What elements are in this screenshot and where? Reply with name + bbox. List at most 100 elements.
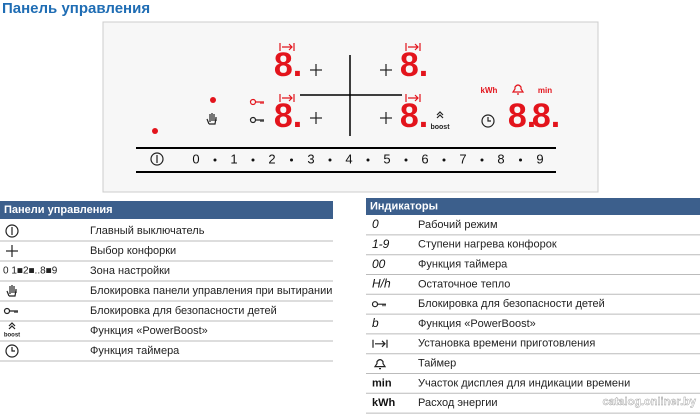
row-text: Таймер: [418, 358, 456, 370]
icon-part: [5, 224, 19, 238]
row-text: Блокировка для безопасности детей: [90, 305, 277, 317]
row-text: Участок дисплея для индикации времени: [418, 377, 630, 389]
plus-icon: [380, 64, 392, 76]
timer-icon: [279, 94, 295, 102]
scale-dot: [519, 158, 522, 162]
indicator-led: [152, 128, 158, 134]
caret-icon: [8, 322, 16, 330]
clock-icon: [5, 344, 19, 358]
scale-dot: [366, 158, 370, 162]
icon-part: [487, 117, 491, 122]
scale-dot: [480, 158, 484, 162]
scale-label: 3: [307, 151, 314, 166]
icon-part: [371, 301, 379, 308]
icon-part: [9, 310, 18, 313]
power-icon: [150, 152, 164, 166]
scale-dot: [251, 158, 255, 162]
icon-part: [11, 347, 15, 352]
row-text: Рабочий режим: [418, 219, 498, 231]
row-symbol: 00: [372, 257, 386, 271]
icon-part: [372, 339, 388, 348]
timer-icon: [405, 94, 421, 102]
display-digit: 8.: [274, 97, 302, 135]
row-symbol: kWh: [372, 397, 396, 409]
icon-part: [206, 113, 217, 125]
display-digit: 8.: [532, 97, 560, 135]
scale-dot: [328, 158, 332, 162]
table-title: Индикаторы: [370, 200, 438, 212]
display-digit: 8.: [400, 97, 428, 135]
page-title: Панель управления: [2, 0, 150, 17]
icon-part: [255, 101, 264, 104]
row-text: Остаточное тепло: [418, 278, 510, 290]
timer-icon: [372, 339, 388, 348]
display-digit: 8.: [274, 46, 302, 84]
min-label: min: [538, 86, 552, 95]
table-header: [0, 201, 333, 219]
scale-dot: [404, 158, 408, 162]
indicator-led: [210, 97, 216, 103]
icon-part: [3, 307, 11, 315]
power-icon: [5, 224, 19, 238]
row-symbol: boost: [4, 333, 20, 339]
icon-part: [279, 43, 295, 51]
hand-icon: [6, 285, 17, 297]
display-digit: 8.: [508, 97, 536, 135]
plus-icon: [6, 245, 18, 257]
row-symbol: 0: [372, 217, 379, 231]
key-icon: [249, 98, 264, 106]
row-text: Расход энергии: [418, 397, 498, 409]
boost-label: boost: [430, 124, 450, 131]
scale-label: 8: [497, 151, 504, 166]
icon-part: [436, 111, 444, 119]
icon-part: [511, 84, 525, 95]
kwh-label: kWh: [481, 86, 498, 95]
icon-part: [373, 359, 387, 370]
row-symbol: min: [372, 377, 392, 389]
bell-icon: [373, 359, 387, 370]
icon-part: [377, 303, 386, 307]
row-text: Зона настройки: [90, 265, 170, 277]
scale-label: 7: [459, 151, 466, 166]
row-text: Блокировка для безопасности детей: [418, 298, 605, 310]
watermark: catalog.onliner.by: [602, 396, 696, 408]
display-digit: 8.: [400, 46, 428, 84]
scale-label: 4: [345, 151, 352, 166]
hand-icon: [206, 113, 217, 125]
plus-icon: [310, 112, 322, 124]
icon-part: [405, 94, 421, 102]
scale-dot: [213, 158, 217, 162]
table-header: [366, 198, 700, 215]
scale-label: 5: [383, 151, 390, 166]
row-text: Ступени нагрева конфорок: [418, 239, 557, 251]
key-icon: [249, 116, 264, 124]
icon-part: [279, 94, 295, 102]
row-text: Выбор конфорки: [90, 245, 176, 257]
row-symbol: H/h: [372, 277, 391, 291]
row-symbol: 1-9: [372, 237, 390, 251]
row-text: Функция «PowerBoost»: [418, 318, 536, 330]
row-text: Функция таймера: [418, 259, 508, 271]
table-title: Панели управления: [4, 204, 113, 216]
icon-part: [405, 43, 421, 51]
scale-dot: [290, 158, 293, 162]
icon-part: [255, 119, 264, 122]
bell-icon: [511, 84, 525, 95]
scale-label: 0: [192, 151, 199, 166]
row-text: Главный выключатель: [90, 225, 205, 237]
timer-icon: [405, 43, 421, 51]
key-icon: [371, 301, 386, 308]
plus-icon: [380, 112, 392, 124]
scale-label: 1: [230, 151, 237, 166]
icon-part: [8, 322, 16, 330]
clock-icon: [481, 114, 495, 128]
row-symbol: b: [372, 316, 379, 330]
icon-part: [5, 344, 19, 358]
icon-part: [481, 114, 495, 128]
timer-icon: [279, 43, 295, 51]
icon-part: [6, 285, 17, 297]
row-text: Функция «PowerBoost»: [90, 325, 208, 337]
scale-label: 6: [421, 151, 428, 166]
